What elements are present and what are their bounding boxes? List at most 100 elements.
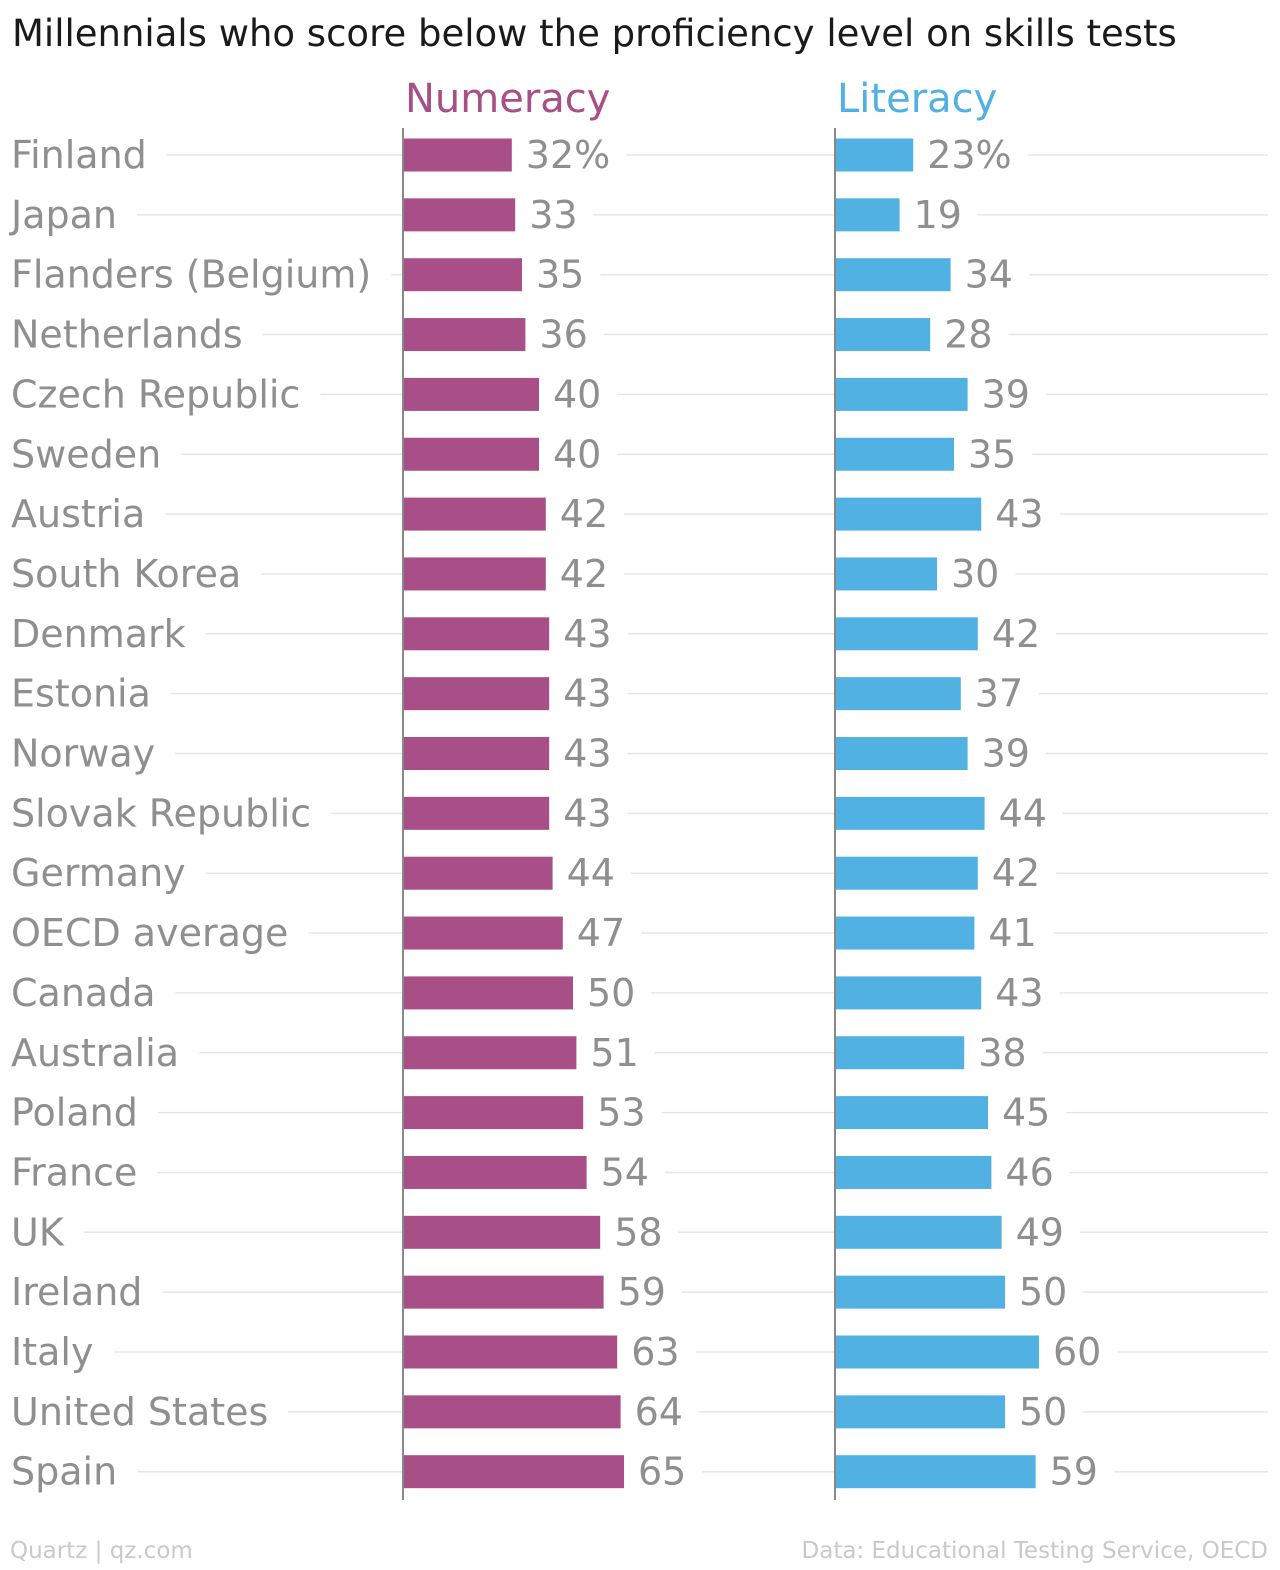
footer-source-quartz: Quartz | qz.com	[10, 1538, 193, 1564]
value-label-numeracy-uk: 58	[614, 1210, 662, 1254]
bar-literacy-ireland	[835, 1275, 1005, 1309]
value-label-numeracy-estonia: 43	[563, 672, 611, 716]
bar-literacy-japan	[835, 198, 900, 232]
bar-numeracy-australia	[403, 1036, 577, 1070]
value-label-numeracy-france: 54	[601, 1150, 649, 1194]
value-label-literacy-czech-republic: 39	[982, 372, 1030, 416]
value-label-numeracy-slovak-republic: 43	[563, 791, 611, 835]
bar-literacy-estonia	[835, 677, 961, 711]
category-label-uk: UK	[11, 1210, 65, 1254]
value-label-literacy-slovak-republic: 44	[999, 791, 1047, 835]
category-label-south-korea: South Korea	[11, 552, 241, 596]
value-label-numeracy-japan: 33	[529, 193, 577, 237]
value-label-numeracy-united-states: 64	[635, 1390, 683, 1434]
bar-numeracy-sweden	[403, 437, 539, 471]
value-label-literacy-finland: 23%	[927, 133, 1011, 177]
value-label-numeracy-finland: 32%	[526, 133, 610, 177]
value-label-numeracy-netherlands: 36	[539, 313, 587, 357]
value-label-numeracy-flanders-belgium: 35	[536, 253, 584, 297]
value-label-literacy-estonia: 37	[975, 672, 1023, 716]
bar-literacy-sweden	[835, 437, 954, 471]
bar-numeracy-austria	[403, 497, 546, 531]
value-label-literacy-norway: 39	[982, 732, 1030, 776]
category-label-denmark: Denmark	[11, 612, 186, 656]
category-label-germany: Germany	[11, 851, 186, 895]
bar-literacy-italy	[835, 1335, 1039, 1369]
chart-title: Millennials who score below the proficie…	[12, 12, 1177, 55]
bar-literacy-slovak-republic	[835, 796, 985, 830]
value-label-numeracy-austria: 42	[560, 492, 608, 536]
bar-numeracy-united-states	[403, 1395, 621, 1429]
bar-literacy-norway	[835, 737, 968, 770]
value-label-literacy-netherlands: 28	[944, 313, 992, 357]
bar-numeracy-south-korea	[403, 557, 546, 591]
bar-numeracy-czech-republic	[403, 377, 539, 411]
legend-numeracy: Numeracy	[405, 76, 610, 122]
category-label-france: France	[11, 1150, 137, 1194]
value-label-literacy-united-states: 50	[1019, 1390, 1067, 1434]
category-label-spain: Spain	[11, 1450, 117, 1494]
bar-numeracy-uk	[403, 1215, 601, 1249]
bar-literacy-spain	[835, 1455, 1036, 1489]
bar-literacy-south-korea	[835, 557, 937, 591]
category-label-oecd-average: OECD average	[11, 911, 288, 955]
value-label-numeracy-south-korea: 42	[560, 552, 608, 596]
value-label-literacy-sweden: 35	[968, 432, 1016, 476]
category-label-canada: Canada	[11, 971, 156, 1015]
bar-numeracy-france	[403, 1155, 587, 1189]
category-label-austria: Austria	[11, 492, 145, 536]
category-label-norway: Norway	[11, 732, 155, 776]
bar-numeracy-oecd-average	[403, 916, 563, 950]
value-label-literacy-spain: 59	[1050, 1450, 1098, 1494]
bar-numeracy-japan	[403, 198, 516, 232]
value-label-numeracy-germany: 44	[567, 851, 615, 895]
value-label-literacy-uk: 49	[1016, 1210, 1064, 1254]
value-label-numeracy-oecd-average: 47	[577, 911, 625, 955]
bar-literacy-uk	[835, 1215, 1002, 1249]
category-label-australia: Australia	[11, 1031, 179, 1075]
bar-numeracy-norway	[403, 737, 550, 770]
bar-numeracy-slovak-republic	[403, 796, 550, 830]
bar-literacy-denmark	[835, 617, 978, 651]
bar-numeracy-spain	[403, 1455, 624, 1489]
bar-literacy-australia	[835, 1036, 965, 1070]
category-label-italy: Italy	[11, 1330, 93, 1374]
bar-numeracy-flanders-belgium	[403, 258, 522, 292]
bar-numeracy-estonia	[403, 677, 550, 711]
value-label-literacy-denmark: 42	[992, 612, 1040, 656]
value-label-numeracy-italy: 63	[631, 1330, 679, 1374]
value-label-numeracy-ireland: 59	[618, 1270, 666, 1314]
bar-literacy-united-states	[835, 1395, 1005, 1429]
footer-data-credit: Data: Educational Testing Service, OECD	[801, 1538, 1268, 1564]
category-label-estonia: Estonia	[11, 672, 151, 716]
bar-numeracy-ireland	[403, 1275, 604, 1309]
category-label-united-states: United States	[11, 1390, 268, 1434]
bar-literacy-netherlands	[835, 318, 931, 352]
value-label-literacy-japan: 19	[914, 193, 962, 237]
bar-literacy-oecd-average	[835, 916, 975, 950]
value-label-numeracy-australia: 51	[590, 1031, 638, 1075]
category-label-slovak-republic: Slovak Republic	[11, 791, 311, 835]
bar-numeracy-netherlands	[403, 318, 526, 352]
value-label-literacy-italy: 60	[1053, 1330, 1101, 1374]
value-label-literacy-canada: 43	[995, 971, 1043, 1015]
value-label-literacy-france: 46	[1005, 1150, 1053, 1194]
value-label-literacy-south-korea: 30	[951, 552, 999, 596]
bar-literacy-finland	[835, 138, 914, 172]
category-label-netherlands: Netherlands	[11, 313, 243, 357]
bar-literacy-czech-republic	[835, 377, 968, 411]
category-label-sweden: Sweden	[11, 432, 161, 476]
category-label-poland: Poland	[11, 1091, 138, 1135]
value-label-numeracy-spain: 65	[638, 1450, 686, 1494]
bar-numeracy-finland	[403, 138, 512, 172]
category-label-flanders-belgium: Flanders (Belgium)	[11, 253, 371, 297]
value-label-literacy-oecd-average: 41	[988, 911, 1036, 955]
value-label-numeracy-czech-republic: 40	[553, 372, 601, 416]
value-label-literacy-flanders-belgium: 34	[965, 253, 1013, 297]
category-label-czech-republic: Czech Republic	[11, 372, 300, 416]
value-label-literacy-australia: 38	[978, 1031, 1026, 1075]
category-label-ireland: Ireland	[11, 1270, 142, 1314]
bar-numeracy-canada	[403, 976, 573, 1010]
bar-literacy-poland	[835, 1096, 988, 1130]
value-label-numeracy-denmark: 43	[563, 612, 611, 656]
